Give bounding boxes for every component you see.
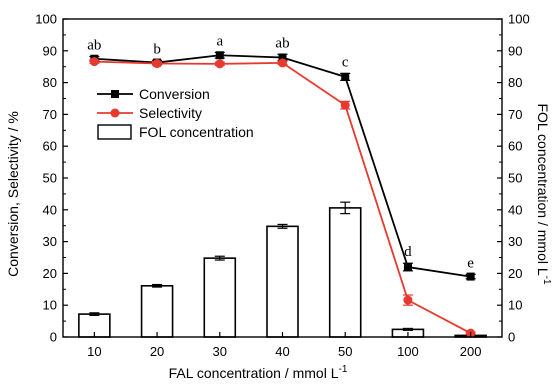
selectivity-point — [152, 59, 162, 69]
left-axis-title: Conversion, Selectivity / % — [5, 111, 21, 277]
fol-bar-error — [152, 283, 163, 288]
x-tick-label: 30 — [213, 344, 227, 359]
right-tick-label: 30 — [508, 234, 522, 249]
right-tick-label: 80 — [508, 75, 522, 90]
annotations-layer: ab b a ab c d e — [87, 33, 474, 271]
right-tick-label: 10 — [508, 298, 522, 313]
significance-label: b — [153, 41, 161, 57]
right-tick-label: 60 — [508, 139, 522, 154]
right-tick-label: 100 — [508, 12, 530, 27]
selectivity-point — [403, 295, 413, 305]
significance-label: ab — [87, 38, 101, 54]
svg-text:Selectivity: Selectivity — [139, 105, 202, 121]
axes-layer: 0 0 10 10 20 20 30 30 40 40 50 50 60 60 70 70 80 80 90 90 10… — [35, 12, 529, 360]
legend-item-conversion: Conversion — [97, 86, 210, 102]
bars-layer — [78, 201, 487, 338]
fol-bar — [266, 225, 299, 338]
selectivity-point — [278, 58, 287, 68]
x-tick-label: 10 — [87, 344, 101, 359]
significance-label: c — [342, 54, 349, 70]
left-tick-label: 10 — [43, 298, 57, 313]
fol-bar — [140, 285, 174, 338]
fol-bar — [328, 207, 362, 338]
fol-bar-error — [277, 223, 288, 229]
significance-label: a — [216, 33, 223, 49]
significance-label: ab — [275, 35, 289, 51]
legend-item-fol: FOL concentration — [97, 124, 254, 140]
right-tick-label: 0 — [508, 330, 515, 345]
right-axis-title: FOL concentration / mmol L-1 — [535, 103, 552, 285]
right-tick-label: 20 — [508, 266, 522, 281]
left-tick-label: 20 — [43, 266, 57, 281]
x-axis-title: FAL concentration / mmol L-1 — [169, 364, 348, 381]
significance-label: d — [404, 244, 412, 260]
fol-bar — [203, 257, 237, 338]
left-tick-label: 60 — [43, 139, 57, 154]
conversion-point — [278, 53, 287, 62]
conversion-point — [466, 272, 475, 281]
fol-bar-error — [214, 255, 225, 261]
left-tick-label: 0 — [50, 330, 57, 345]
right-tick-label: 90 — [508, 43, 522, 58]
svg-text:Conversion: Conversion — [139, 86, 210, 102]
x-tick-label: 100 — [397, 344, 419, 359]
x-tick-label: 50 — [338, 344, 352, 359]
fol-bar-error — [340, 201, 351, 215]
selectivity-point — [215, 59, 225, 69]
selectivity-point — [89, 57, 99, 67]
markers-layer — [89, 51, 476, 338]
left-tick-label: 40 — [43, 202, 57, 217]
right-tick-label: 50 — [508, 171, 522, 186]
left-tick-label: 30 — [43, 234, 57, 249]
legend: Conversion Selectivity FOL concentration — [97, 86, 254, 140]
svg-text:FOL concentration: FOL concentration — [139, 124, 254, 140]
right-tick-label: 70 — [508, 107, 522, 122]
legend-item-selectivity: Selectivity — [97, 105, 202, 121]
left-tick-label: 80 — [43, 75, 57, 90]
left-tick-label: 100 — [35, 12, 57, 27]
left-tick-label: 90 — [43, 43, 57, 58]
selectivity-point — [340, 100, 350, 110]
conversion-point — [215, 51, 224, 60]
left-tick-label: 50 — [43, 171, 57, 186]
significance-label: e — [467, 255, 474, 271]
conversion-point — [403, 263, 412, 272]
right-tick-label: 40 — [508, 202, 522, 217]
x-tick-label: 200 — [460, 344, 482, 359]
fol-bar-error — [402, 327, 413, 331]
left-tick-label: 70 — [43, 107, 57, 122]
fol-bar-error — [89, 312, 100, 316]
x-tick-label: 40 — [275, 344, 289, 359]
x-tick-label: 20 — [150, 344, 164, 359]
conversion-point — [341, 72, 350, 81]
